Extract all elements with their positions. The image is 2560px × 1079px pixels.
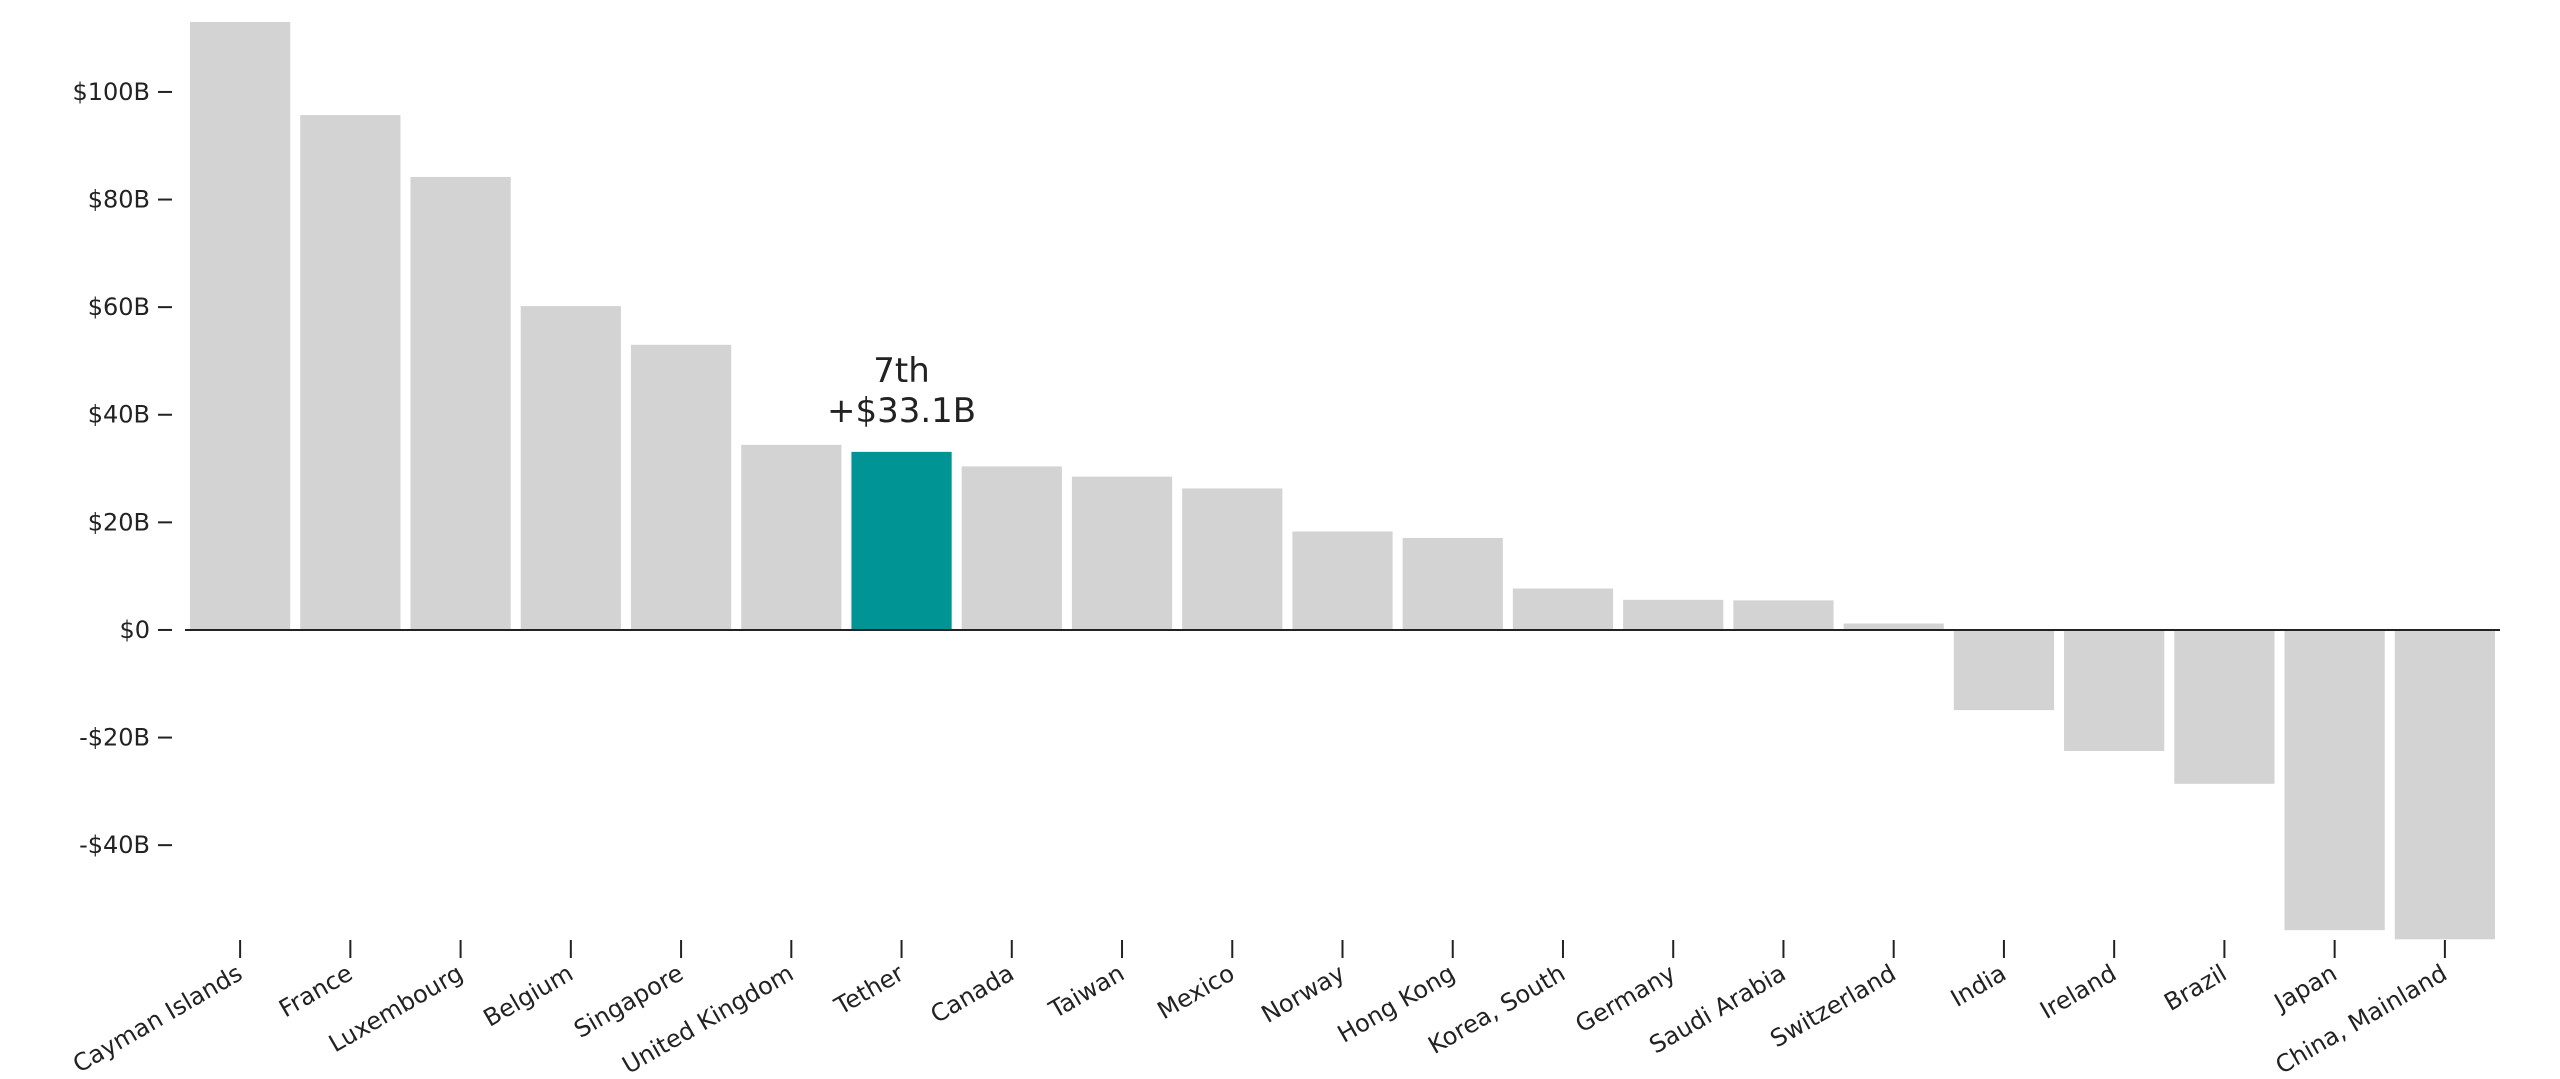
highlight-annotation: 7th +$33.1B bbox=[827, 351, 976, 431]
y-tick-label: -$20B bbox=[79, 724, 150, 752]
bar-united-kingdom bbox=[741, 444, 842, 630]
y-axis: -$40B -$20B $0 $20B $40B $60B $80B $100B bbox=[72, 78, 172, 859]
bar-belgium bbox=[520, 306, 621, 630]
x-tick-label: India bbox=[1946, 959, 2011, 1013]
annotation-value: +$33.1B bbox=[827, 391, 976, 431]
x-tick-label: Japan bbox=[2268, 959, 2342, 1018]
bar-korea-south bbox=[1512, 588, 1614, 630]
y-tick-label: $100B bbox=[72, 78, 150, 106]
x-tick-label: Cayman Islands bbox=[68, 959, 247, 1078]
bar-france bbox=[300, 115, 401, 630]
y-tick-label: $40B bbox=[88, 401, 150, 429]
bar-japan bbox=[2284, 629, 2385, 931]
bar-mexico bbox=[1182, 488, 1283, 630]
x-tick-label: Belgium bbox=[479, 959, 578, 1032]
bar-germany bbox=[1623, 599, 1724, 630]
x-tick-label: Mexico bbox=[1153, 959, 1240, 1025]
x-tick-label: France bbox=[274, 959, 357, 1023]
bar-india bbox=[1953, 629, 2055, 711]
annotation-rank: 7th bbox=[873, 351, 930, 391]
bar-luxembourg bbox=[410, 176, 511, 630]
y-tick-label: $60B bbox=[88, 293, 150, 321]
bar-singapore bbox=[630, 344, 732, 630]
bar-tether bbox=[851, 451, 952, 630]
x-tick-label: Switzerland bbox=[1765, 959, 1900, 1053]
bar-norway bbox=[1292, 531, 1393, 630]
bar-canada bbox=[961, 466, 1062, 630]
bar-hong-kong bbox=[1402, 537, 1503, 630]
y-tick-label: $80B bbox=[88, 186, 150, 214]
y-tick-label: $0 bbox=[119, 616, 150, 644]
bar-taiwan bbox=[1071, 476, 1173, 630]
x-tick-label: Taiwan bbox=[1043, 959, 1129, 1025]
bar-switzerland bbox=[1843, 623, 1944, 630]
x-tick-label: Tether bbox=[829, 959, 909, 1021]
bars-group bbox=[190, 22, 2495, 940]
bar-cayman-islands bbox=[190, 22, 291, 630]
y-tick-label: $20B bbox=[88, 508, 150, 536]
bar-saudi-arabia bbox=[1733, 600, 1834, 630]
y-tick-label: -$40B bbox=[79, 831, 150, 859]
x-tick-label: Ireland bbox=[2035, 959, 2121, 1025]
x-tick-label: Canada bbox=[926, 959, 1019, 1029]
x-tick-label: Brazil bbox=[2159, 959, 2231, 1017]
bar-ireland bbox=[2064, 629, 2165, 752]
x-tick-label: Norway bbox=[1257, 959, 1350, 1029]
bar-china-mainland bbox=[2394, 629, 2495, 940]
bar-brazil bbox=[2174, 629, 2275, 784]
